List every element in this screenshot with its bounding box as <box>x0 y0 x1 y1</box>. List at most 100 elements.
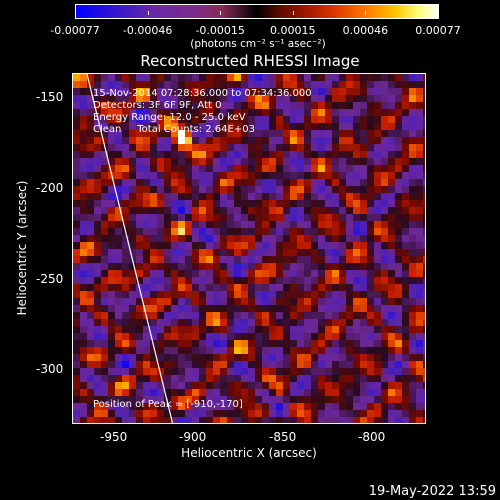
heatmap-cell <box>87 368 94 375</box>
heatmap-cell <box>87 95 94 102</box>
heatmap-cell <box>423 116 425 123</box>
heatmap-cell <box>80 368 87 375</box>
heatmap-cell <box>220 151 227 158</box>
heatmap-cell <box>115 186 122 193</box>
heatmap-cell <box>255 368 262 375</box>
heatmap-cell <box>213 396 220 403</box>
heatmap-cell <box>220 207 227 214</box>
heatmap-cell <box>241 186 248 193</box>
heatmap-cell <box>395 368 402 375</box>
heatmap-cell <box>122 95 129 102</box>
heatmap-cell <box>409 291 416 298</box>
heatmap-cell <box>255 417 262 423</box>
heatmap-cell <box>395 200 402 207</box>
heatmap-cell <box>192 382 199 389</box>
heatmap-cell <box>332 410 339 417</box>
heatmap-cell <box>164 249 171 256</box>
heatmap-cell <box>199 249 206 256</box>
heatmap-cell <box>220 417 227 423</box>
heatmap-cell <box>80 305 87 312</box>
heatmap-cell <box>423 326 425 333</box>
heatmap-cell <box>227 109 234 116</box>
heatmap-cell <box>115 291 122 298</box>
heatmap-cell <box>395 179 402 186</box>
heatmap-cell <box>136 151 143 158</box>
heatmap-cell <box>416 81 423 88</box>
heatmap-cell <box>227 88 234 95</box>
heatmap-cell <box>164 389 171 396</box>
heatmap-cell <box>164 74 171 81</box>
heatmap-cell <box>255 291 262 298</box>
heatmap-cell <box>409 417 416 423</box>
heatmap-cell <box>213 151 220 158</box>
heatmap-cell <box>409 193 416 200</box>
heatmap-cell <box>311 333 318 340</box>
heatmap-cell <box>150 151 157 158</box>
heatmap-cell <box>101 361 108 368</box>
heatmap-cell <box>220 263 227 270</box>
heatmap-cell <box>276 249 283 256</box>
heatmap-cell <box>241 235 248 242</box>
heatmap-cell <box>297 123 304 130</box>
heatmap-cell <box>234 172 241 179</box>
heatmap-cell <box>353 102 360 109</box>
heatmap-cell <box>332 123 339 130</box>
heatmap-cell <box>178 396 185 403</box>
heatmap-cell <box>374 151 381 158</box>
heatmap-cell <box>185 235 192 242</box>
heatmap-cell <box>374 277 381 284</box>
heatmap-cell <box>283 417 290 423</box>
heatmap-cell <box>122 410 129 417</box>
heatmap-cell <box>234 347 241 354</box>
heatmap-cell <box>185 340 192 347</box>
heatmap-cell <box>416 312 423 319</box>
heatmap-cell <box>402 179 409 186</box>
heatmap-cell <box>283 172 290 179</box>
heatmap-cell <box>248 326 255 333</box>
heatmap-cell <box>108 130 115 137</box>
heatmap-cell <box>325 291 332 298</box>
heatmap-cell <box>234 179 241 186</box>
heatmap-cell <box>360 312 367 319</box>
heatmap-cell <box>129 361 136 368</box>
heatmap-cell <box>136 298 143 305</box>
heatmap-cell <box>297 298 304 305</box>
heatmap-cell <box>94 382 101 389</box>
heatmap-cell <box>248 305 255 312</box>
heatmap-cell <box>423 95 425 102</box>
heatmap-cell <box>150 137 157 144</box>
heatmap-cell <box>276 116 283 123</box>
heatmap-cell <box>185 403 192 410</box>
heatmap-cell <box>220 326 227 333</box>
heatmap-cell <box>304 270 311 277</box>
heatmap-cell <box>381 249 388 256</box>
heatmap-cell <box>87 375 94 382</box>
heatmap-cell <box>262 298 269 305</box>
heatmap-cell <box>73 179 80 186</box>
heatmap-cell <box>269 123 276 130</box>
heatmap-cell <box>416 165 423 172</box>
heatmap-cell <box>206 165 213 172</box>
heatmap-cell <box>171 207 178 214</box>
heatmap-cell <box>87 102 94 109</box>
heatmap-cell <box>150 186 157 193</box>
heatmap-cell <box>220 81 227 88</box>
heatmap-cell <box>339 389 346 396</box>
heatmap-cell <box>143 417 150 423</box>
heatmap-cell <box>360 95 367 102</box>
heatmap-cell <box>332 214 339 221</box>
heatmap-cell <box>311 88 318 95</box>
heatmap-cell <box>206 130 213 137</box>
heatmap-cell <box>143 263 150 270</box>
heatmap-cell <box>423 221 425 228</box>
heatmap-cell <box>185 277 192 284</box>
heatmap-cell <box>388 172 395 179</box>
heatmap-cell <box>276 326 283 333</box>
heatmap-cell <box>262 410 269 417</box>
heatmap-cell <box>423 354 425 361</box>
heatmap-cell <box>416 347 423 354</box>
heatmap-cell <box>157 137 164 144</box>
heatmap-cell <box>304 158 311 165</box>
heatmap-cell <box>269 298 276 305</box>
heatmap-cell <box>227 74 234 81</box>
